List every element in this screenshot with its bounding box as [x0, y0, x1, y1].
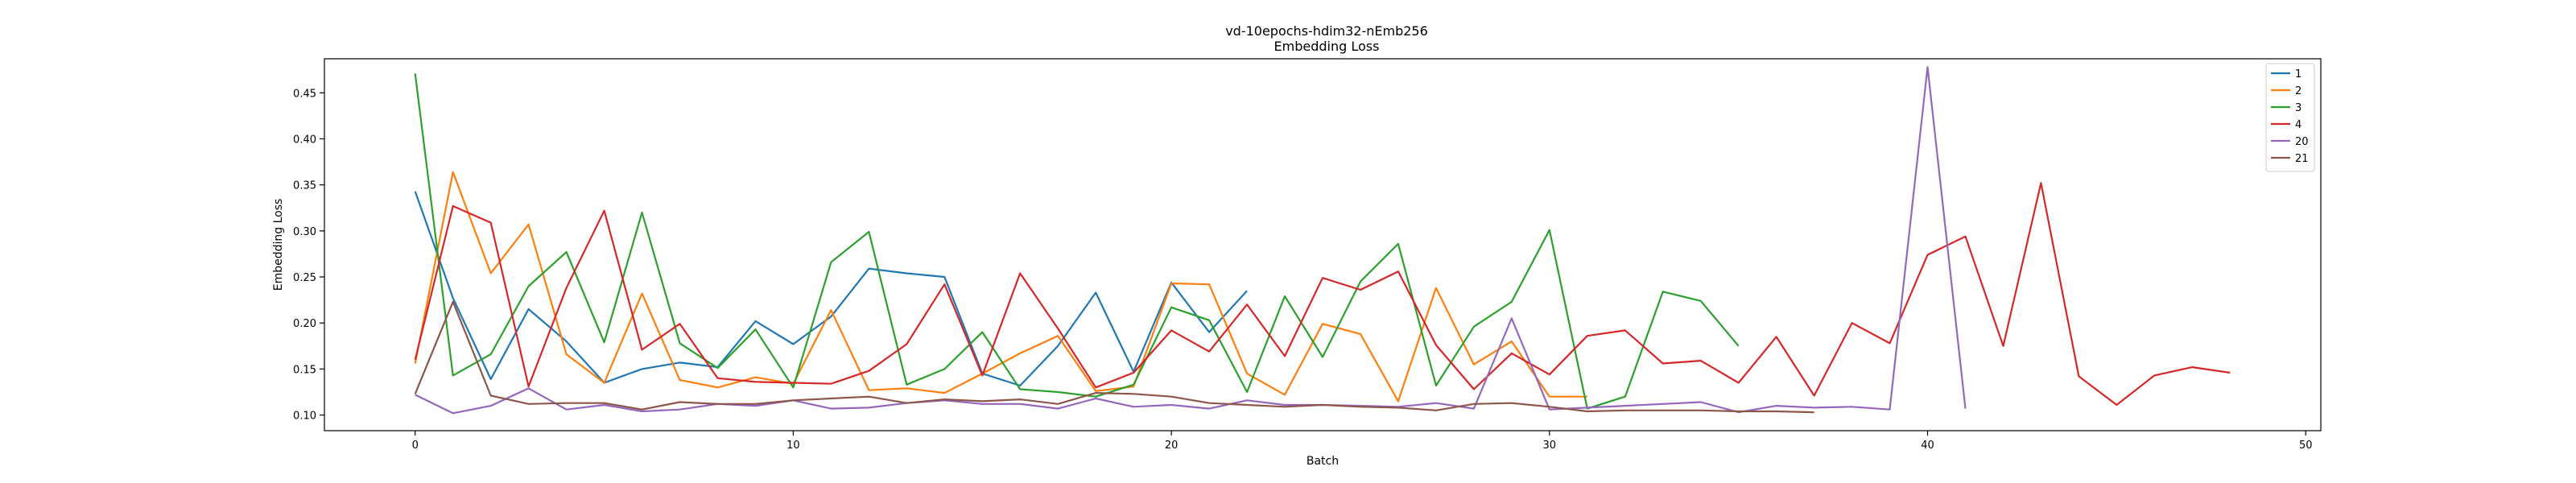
x-tick-label: 20 — [1165, 440, 1179, 452]
series-line-20 — [415, 66, 1967, 415]
plot-frame — [324, 58, 2322, 431]
x-axis: 0 10 20 30 40 50 — [412, 431, 2313, 452]
legend-label-20: 20 — [2295, 136, 2309, 148]
y-tick-label: 0.25 — [293, 272, 316, 284]
y-tick-label: 0.20 — [293, 318, 316, 330]
x-axis-label: Batch — [1307, 455, 1339, 468]
legend-label-2: 2 — [2295, 85, 2301, 97]
y-tick-label: 0.15 — [293, 364, 316, 376]
series-line-3 — [414, 73, 1740, 410]
legend-label-21: 21 — [2295, 153, 2309, 165]
series-layer — [414, 66, 2231, 415]
x-tick-label: 30 — [1543, 440, 1557, 452]
legend-label-3: 3 — [2295, 102, 2301, 114]
series-line-2 — [414, 171, 1587, 402]
legend-label-4: 4 — [2295, 119, 2301, 131]
y-tick-label: 0.35 — [293, 180, 316, 192]
x-tick-label: 40 — [1921, 440, 1934, 452]
x-tick-label: 0 — [412, 440, 419, 452]
y-tick-label: 0.45 — [293, 88, 316, 100]
series-line-4 — [414, 182, 2231, 407]
x-tick-label: 50 — [2299, 440, 2313, 452]
x-tick-label: 10 — [786, 440, 800, 452]
chart-subtitle: Embedding Loss — [1274, 39, 1380, 54]
legend: 1 2 3 4 20 21 — [2265, 63, 2315, 172]
series-line-21 — [414, 300, 1814, 414]
series-line-1 — [414, 191, 1248, 387]
plot-area — [324, 59, 2321, 431]
y-axis-label: Embedding Loss — [272, 199, 285, 291]
y-tick-label: 0.10 — [293, 411, 316, 423]
y-tick-label: 0.40 — [293, 134, 316, 146]
chart-title: vd-10epochs-hdim32-nEmb256 — [1225, 23, 1428, 39]
y-axis: 0.10 0.15 0.20 0.25 0.30 0.35 0.40 0.45 — [293, 88, 324, 423]
y-tick-label: 0.30 — [293, 226, 316, 238]
legend-label-1: 1 — [2295, 68, 2301, 80]
